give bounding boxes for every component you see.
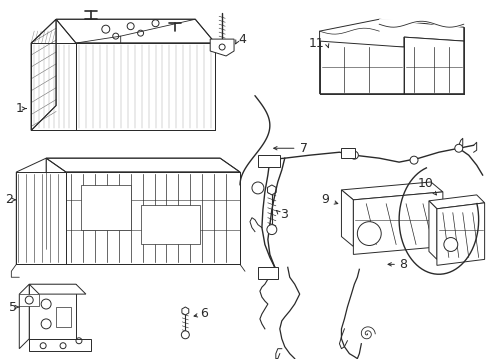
Polygon shape	[428, 201, 436, 260]
Polygon shape	[56, 19, 215, 43]
Polygon shape	[403, 37, 463, 94]
Text: 6: 6	[200, 307, 208, 320]
Polygon shape	[76, 43, 215, 130]
Polygon shape	[319, 41, 403, 94]
Polygon shape	[81, 185, 130, 230]
Polygon shape	[341, 190, 353, 247]
Circle shape	[41, 299, 51, 309]
Polygon shape	[66, 172, 240, 264]
Text: 11: 11	[308, 37, 324, 50]
Polygon shape	[353, 192, 442, 255]
Polygon shape	[16, 172, 66, 264]
Circle shape	[409, 156, 417, 164]
Polygon shape	[31, 43, 76, 130]
Circle shape	[357, 222, 381, 246]
Circle shape	[454, 144, 462, 152]
Polygon shape	[16, 158, 46, 264]
Text: 7: 7	[299, 142, 307, 155]
Text: 1: 1	[15, 102, 23, 115]
Circle shape	[251, 182, 264, 194]
Bar	[341, 148, 355, 158]
Polygon shape	[428, 195, 484, 209]
Polygon shape	[210, 39, 234, 56]
Polygon shape	[29, 339, 91, 351]
Text: 5: 5	[9, 301, 17, 314]
Polygon shape	[267, 185, 276, 195]
Bar	[257, 267, 277, 279]
Polygon shape	[436, 203, 484, 265]
Polygon shape	[46, 158, 240, 172]
Text: 4: 4	[238, 33, 245, 46]
Polygon shape	[56, 307, 71, 327]
Polygon shape	[319, 19, 463, 47]
Polygon shape	[19, 294, 39, 306]
Polygon shape	[341, 182, 442, 200]
Text: 3: 3	[279, 208, 287, 221]
Text: 10: 10	[417, 177, 433, 190]
Bar	[257, 155, 279, 167]
Polygon shape	[29, 284, 86, 294]
Circle shape	[443, 238, 457, 251]
Circle shape	[181, 331, 189, 339]
Text: 8: 8	[398, 258, 407, 271]
Polygon shape	[19, 284, 29, 349]
Text: 2: 2	[5, 193, 13, 206]
Polygon shape	[31, 19, 56, 130]
Text: 9: 9	[321, 193, 329, 206]
Circle shape	[266, 225, 276, 235]
Circle shape	[350, 151, 358, 159]
Polygon shape	[29, 284, 76, 339]
Polygon shape	[182, 307, 188, 315]
Circle shape	[41, 319, 51, 329]
Polygon shape	[141, 205, 200, 244]
